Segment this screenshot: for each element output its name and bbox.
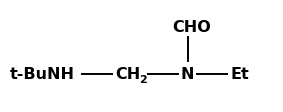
Text: 2: 2 — [139, 74, 147, 84]
Text: Et: Et — [230, 67, 249, 82]
Text: t-BuNH: t-BuNH — [10, 67, 75, 82]
Text: CH: CH — [115, 67, 140, 82]
Text: CHO: CHO — [172, 20, 211, 35]
Text: N: N — [181, 67, 194, 82]
